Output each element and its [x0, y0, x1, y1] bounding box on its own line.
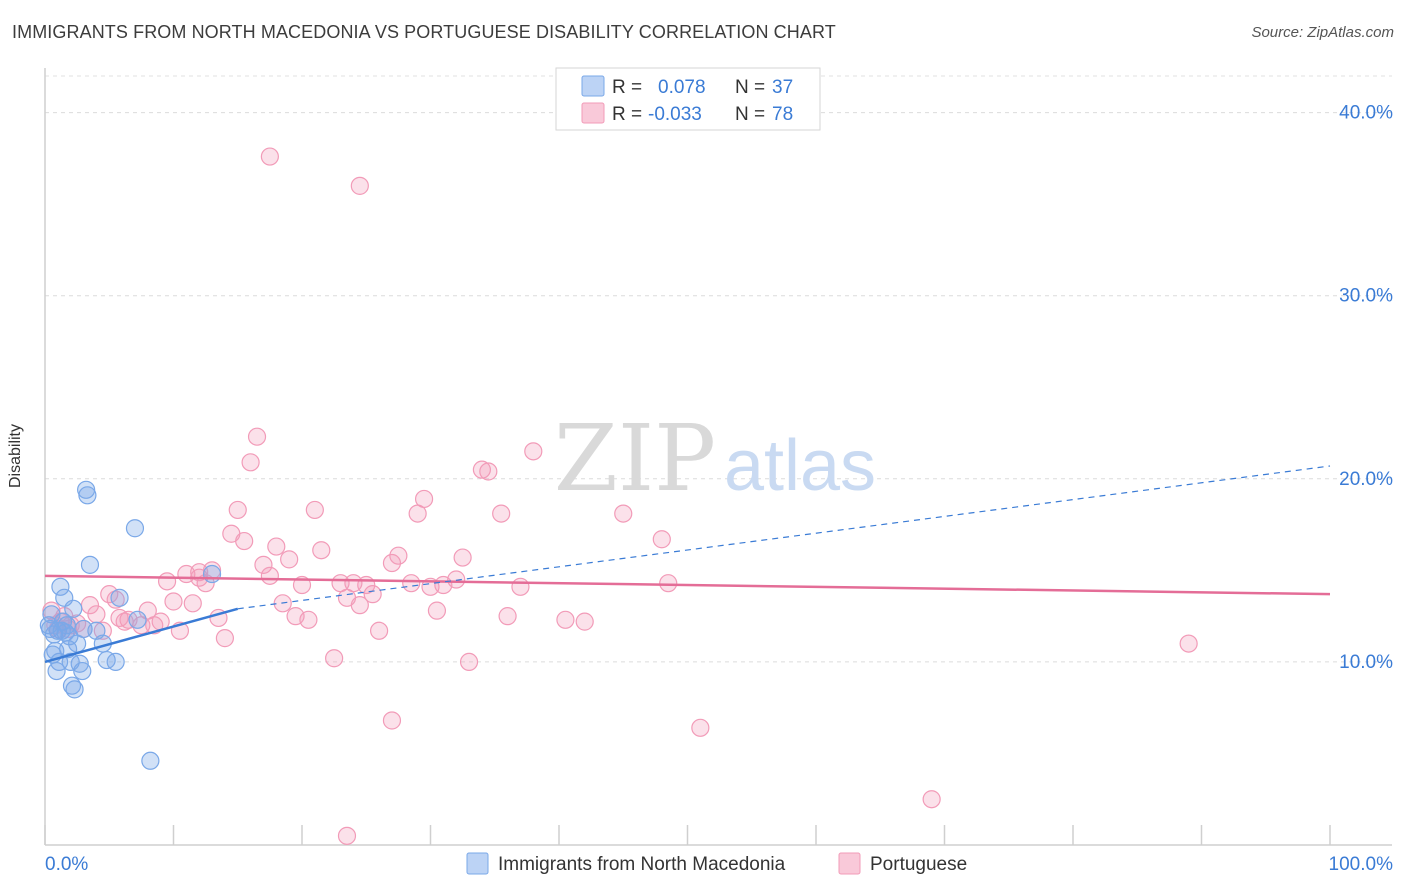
point-portuguese [459, 652, 479, 672]
point-portuguese [254, 555, 273, 574]
point-portuguese [260, 566, 279, 585]
trend-line-macedonia [44, 607, 239, 664]
point-portuguese [228, 500, 247, 520]
legend-n-value-2: 78 [772, 104, 793, 125]
legend-r-label-1: R = [612, 77, 642, 98]
point-portuguese [382, 553, 402, 573]
point-portuguese [215, 629, 234, 648]
series-legend: Immigrants from North Macedonia Portugue… [466, 852, 967, 875]
point-macedonia [73, 661, 92, 681]
point-portuguese [652, 530, 671, 549]
correlation-legend: R = 0.078 N = 37 R = -0.033 N = 78 [555, 67, 821, 131]
y-tick-label: 20.0% [1339, 469, 1393, 490]
watermark: ZIP atlas [554, 405, 876, 512]
data-points [39, 147, 1198, 845]
point-portuguese [164, 592, 183, 611]
legend-r-value-1: 0.078 [658, 77, 706, 98]
legend-swatch-portuguese [581, 102, 605, 124]
point-portuguese [87, 605, 106, 624]
series-legend-label-portuguese: Portuguese [870, 854, 967, 875]
legend-swatch-macedonia [581, 75, 605, 97]
x-tick-label-start: 0.0% [45, 854, 88, 875]
point-macedonia [110, 588, 129, 607]
point-macedonia [80, 555, 100, 574]
point-portuguese [575, 612, 594, 631]
point-portuguese [183, 594, 202, 613]
axes [44, 68, 1392, 846]
watermark-zip: ZIP [554, 405, 716, 512]
y-tick-label: 30.0% [1339, 286, 1393, 307]
point-portuguese [305, 500, 324, 520]
point-portuguese [157, 572, 177, 591]
point-portuguese [922, 790, 941, 809]
point-portuguese [389, 546, 408, 565]
point-portuguese [337, 826, 357, 845]
legend-n-label-2: N = [735, 104, 765, 125]
source-label: Source: ZipAtlas.com [1251, 24, 1394, 41]
point-portuguese [691, 718, 710, 737]
point-portuguese [614, 504, 633, 523]
point-macedonia [128, 610, 147, 629]
watermark-atlas: atlas [724, 426, 876, 506]
chart-title: IMMIGRANTS FROM NORTH MACEDONIA VS PORTU… [12, 22, 836, 42]
legend-n-value-1: 37 [772, 77, 793, 98]
y-tick-label: 40.0% [1339, 103, 1393, 124]
grid-lines [45, 75, 1392, 663]
point-macedonia [64, 599, 83, 618]
point-portuguese [511, 577, 530, 596]
trend-lines [44, 465, 1331, 664]
point-portuguese [492, 504, 511, 523]
point-macedonia [65, 680, 84, 699]
point-portuguese [382, 711, 402, 730]
x-tick-labels: 0.0% 100.0% [45, 854, 1393, 875]
point-portuguese [659, 574, 678, 593]
point-portuguese [260, 147, 279, 166]
point-macedonia [202, 564, 222, 584]
point-portuguese [280, 550, 299, 569]
point-portuguese [447, 570, 466, 589]
point-macedonia [97, 650, 116, 670]
point-portuguese [402, 574, 421, 593]
point-macedonia [141, 751, 160, 770]
point-portuguese [498, 607, 517, 626]
point-portuguese [350, 596, 369, 615]
point-portuguese [325, 649, 344, 668]
point-portuguese [363, 585, 382, 604]
point-portuguese [235, 531, 254, 551]
point-portuguese [414, 489, 434, 509]
point-portuguese [453, 548, 472, 567]
series-legend-swatch-portuguese [838, 852, 861, 875]
point-macedonia [60, 627, 79, 646]
x-tick-label-end: 100.0% [1329, 854, 1394, 875]
series-legend-label-macedonia: Immigrants from North Macedonia [498, 854, 786, 875]
point-macedonia [125, 519, 145, 538]
point-portuguese [472, 460, 491, 479]
legend-r-value-2: -0.033 [648, 104, 702, 125]
point-portuguese [427, 601, 447, 620]
point-portuguese [299, 610, 318, 629]
point-portuguese [247, 427, 267, 446]
point-portuguese [312, 541, 331, 560]
point-portuguese [1179, 634, 1198, 653]
point-macedonia [51, 577, 70, 596]
point-macedonia [78, 486, 97, 505]
point-portuguese [479, 462, 498, 481]
point-portuguese [267, 537, 286, 556]
y-tick-labels: 10.0% 20.0% 30.0% 40.0% [1339, 103, 1393, 673]
point-portuguese [93, 621, 112, 640]
point-portuguese [370, 621, 389, 640]
point-macedonia [106, 652, 125, 672]
point-portuguese [241, 453, 260, 472]
legend-n-label-1: N = [735, 77, 765, 98]
trend-line-macedonia-extension [237, 465, 1331, 610]
point-portuguese [524, 442, 543, 461]
series-legend-swatch-macedonia [466, 852, 489, 875]
point-portuguese [556, 610, 575, 629]
legend-r-label-2: R = [612, 104, 642, 125]
point-portuguese [350, 176, 369, 195]
point-macedonia [70, 654, 89, 673]
trend-line-portuguese [44, 574, 1331, 596]
y-tick-label: 10.0% [1339, 652, 1393, 673]
